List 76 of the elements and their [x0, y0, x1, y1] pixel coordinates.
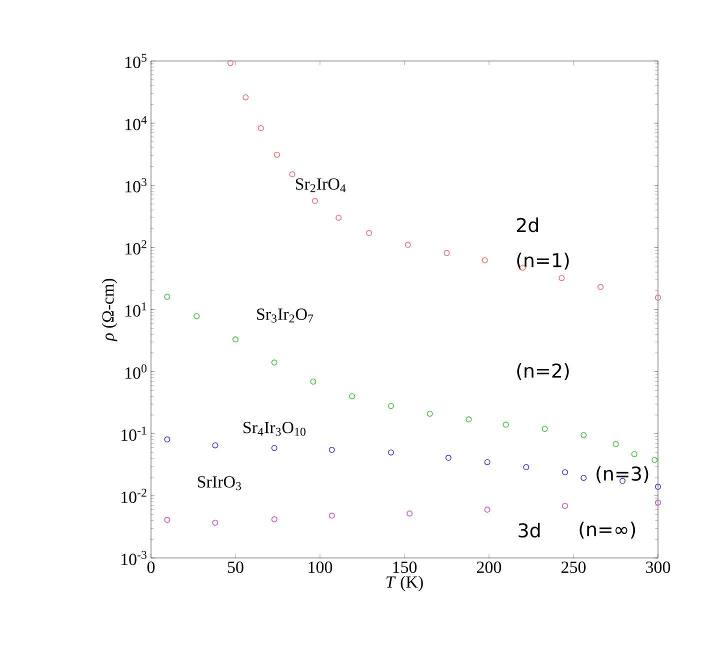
point — [406, 510, 413, 517]
x-tick-label: 150 — [393, 562, 417, 573]
point — [542, 426, 548, 432]
annotation: 2d — [516, 218, 538, 232]
point — [523, 464, 530, 470]
x-tick-label: 300 — [646, 562, 670, 573]
point — [388, 402, 394, 409]
point — [655, 294, 661, 301]
point — [194, 313, 200, 320]
point — [388, 449, 394, 456]
y-tick-label: 10$^{1}$ — [126, 302, 146, 317]
annotation: (n=1) — [517, 252, 569, 270]
point — [258, 125, 264, 132]
annotation: 3d — [518, 522, 540, 538]
point — [271, 516, 278, 522]
point — [612, 441, 619, 448]
y-tick-label: 10$^{0}$ — [126, 364, 147, 379]
y-tick-label: 10$^{4}$ — [126, 116, 147, 130]
point — [558, 275, 565, 282]
point — [598, 284, 604, 290]
point — [580, 474, 587, 481]
point — [502, 422, 509, 428]
x-tick-label: 100 — [308, 562, 332, 573]
point — [274, 152, 280, 158]
point — [482, 257, 488, 264]
point — [445, 454, 452, 461]
point — [328, 512, 335, 519]
point — [349, 393, 356, 400]
point — [562, 502, 568, 509]
point — [404, 242, 411, 248]
point — [484, 506, 490, 513]
point — [426, 410, 433, 417]
x-tick-label: 50 — [228, 562, 244, 573]
point — [289, 171, 296, 178]
y-tick-label: 10$^{2}$ — [126, 240, 146, 255]
y-tick-label: 10$^{-2}$ — [122, 488, 146, 504]
x-axis-title: T (K) — [386, 576, 423, 592]
point — [242, 94, 249, 100]
point — [164, 436, 170, 442]
series-label: Sr$_{2}$IrO$_{4}$ — [296, 178, 346, 192]
text: SrIrO$_{3}$ — [198, 476, 241, 490]
point — [484, 459, 490, 466]
y-axis-title: ρ (Ω-cm) — [102, 278, 118, 342]
point — [631, 451, 638, 458]
point — [652, 456, 658, 463]
point — [232, 336, 238, 342]
point — [227, 60, 234, 66]
annotation: (n=∞) — [580, 522, 636, 539]
x-tick-label: 0 — [147, 562, 155, 573]
point — [328, 446, 335, 453]
x-tick-label: 250 — [562, 562, 586, 573]
point — [336, 214, 342, 221]
point — [271, 444, 278, 451]
x-tick-label: 200 — [477, 562, 502, 573]
point — [312, 198, 318, 204]
point — [310, 378, 316, 385]
y-tick-label: 10$^{-1}$ — [122, 426, 146, 441]
y-tick-label: 10$^{3}$ — [126, 178, 147, 192]
point — [366, 230, 372, 236]
point — [466, 416, 472, 422]
series-label: Sr$_{4}$Ir$_{3}$O$_{10}$ — [244, 422, 306, 436]
point — [444, 250, 450, 256]
point — [655, 484, 661, 490]
annotation: (n=2) — [517, 363, 569, 380]
point — [164, 294, 170, 300]
series-label: Sr$_{3}$Ir$_{2}$O$_{7}$ — [257, 308, 314, 322]
point — [164, 516, 170, 523]
point — [562, 469, 568, 476]
annotation: (n=3) — [596, 466, 648, 484]
point — [580, 432, 587, 438]
point — [655, 500, 661, 506]
y-tick-label: 10$^{5}$ — [126, 54, 147, 68]
point — [212, 442, 218, 448]
point — [271, 360, 278, 366]
point — [212, 520, 218, 526]
y-tick-label: 10$^{-3}$ — [122, 550, 147, 566]
